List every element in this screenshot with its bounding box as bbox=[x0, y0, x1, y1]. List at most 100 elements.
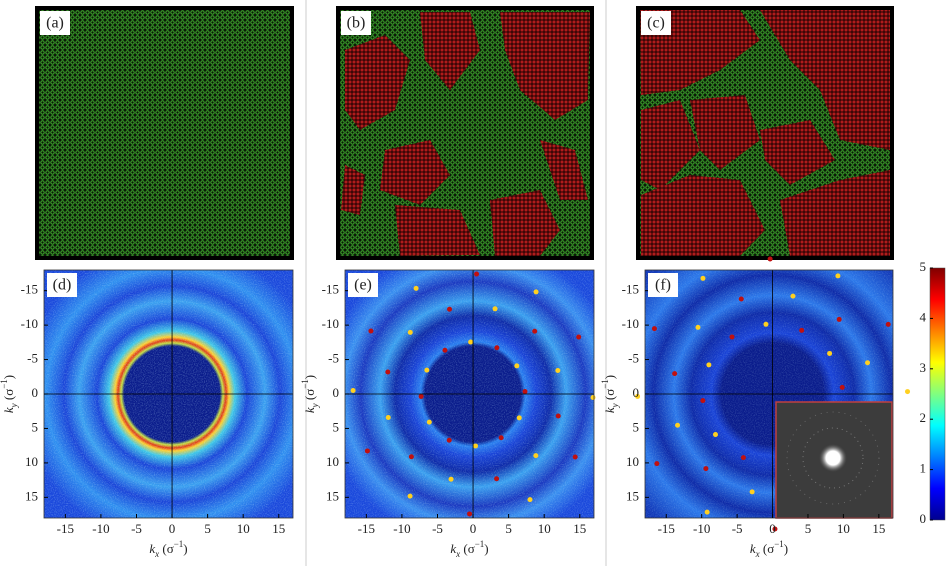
peak bbox=[492, 306, 498, 312]
y-tick-label: -15 bbox=[622, 282, 639, 297]
peak bbox=[498, 435, 504, 441]
x-tick-label: 5 bbox=[505, 521, 512, 536]
y-axis-label-part: y bbox=[310, 403, 320, 408]
snapshot-b bbox=[336, 6, 594, 260]
y-tick-label: -5 bbox=[328, 351, 339, 366]
peak bbox=[839, 384, 845, 390]
colorbar bbox=[929, 267, 946, 521]
peak bbox=[700, 275, 706, 281]
x-axis-label-part: ) bbox=[484, 541, 488, 556]
peak bbox=[703, 466, 709, 472]
y-axis-label: ky (σ−1) bbox=[0, 375, 19, 413]
peak bbox=[494, 476, 500, 482]
peak bbox=[555, 413, 561, 419]
x-tick-label: 15 bbox=[272, 521, 285, 536]
x-axis-label: kx (σ−1) bbox=[450, 539, 488, 559]
x-tick-label: 15 bbox=[872, 521, 885, 536]
y-tick-label: 15 bbox=[626, 488, 639, 503]
x-axis-label-part: (σ bbox=[760, 541, 775, 556]
x-tick-label: -5 bbox=[432, 521, 443, 536]
peak bbox=[446, 437, 452, 443]
peak bbox=[790, 293, 796, 299]
x-axis-label-part: x bbox=[455, 549, 460, 559]
peak bbox=[738, 296, 744, 302]
peak bbox=[385, 369, 391, 375]
y-axis-label-part: (σ bbox=[602, 389, 617, 404]
peak bbox=[448, 476, 454, 482]
y-axis-label-part: −1 bbox=[600, 379, 610, 389]
y-tick-label: -10 bbox=[21, 316, 38, 331]
panel-label: (f) bbox=[655, 277, 671, 294]
y-tick-label: -10 bbox=[322, 316, 339, 331]
panel-label: (a) bbox=[46, 15, 64, 32]
panel-label: (b) bbox=[347, 15, 366, 32]
peak bbox=[654, 461, 660, 467]
y-tick-label: -5 bbox=[27, 351, 38, 366]
panel-label-box bbox=[348, 273, 378, 297]
colorbar-tick-label: 1 bbox=[920, 461, 927, 476]
x-tick-label: -10 bbox=[393, 521, 410, 536]
y-tick-label: 10 bbox=[326, 454, 339, 469]
peak bbox=[706, 362, 712, 368]
x-axis-label-part: k bbox=[149, 541, 155, 556]
peak bbox=[700, 398, 706, 404]
peak bbox=[533, 453, 539, 459]
peak bbox=[740, 455, 746, 461]
x-tick-label: -15 bbox=[658, 521, 675, 536]
peak bbox=[442, 347, 448, 353]
y-axis-label-part: (σ bbox=[1, 389, 16, 404]
y-tick-label: 10 bbox=[25, 454, 38, 469]
x-tick-label: 10 bbox=[837, 521, 850, 536]
peak bbox=[494, 345, 500, 351]
peak bbox=[729, 334, 735, 340]
y-tick-label: 10 bbox=[626, 454, 639, 469]
colorbar-tick-label: 0 bbox=[920, 511, 927, 526]
x-tick-label: 5 bbox=[204, 521, 211, 536]
peak bbox=[533, 289, 539, 295]
y-tick-label: -15 bbox=[322, 282, 339, 297]
peak bbox=[799, 327, 805, 333]
y-axis-label-part: −1 bbox=[0, 379, 9, 389]
x-axis-label-part: −1 bbox=[774, 539, 784, 549]
peak bbox=[651, 326, 657, 332]
y-tick-label: 5 bbox=[32, 419, 39, 434]
peak bbox=[749, 489, 755, 495]
x-tick-label: 0 bbox=[169, 521, 176, 536]
y-tick-label: -5 bbox=[628, 351, 639, 366]
panel-label-box bbox=[648, 273, 678, 297]
peak bbox=[407, 493, 413, 499]
y-axis-label: ky (σ−1) bbox=[600, 375, 620, 413]
peak bbox=[408, 454, 414, 460]
peak bbox=[364, 448, 370, 454]
y-axis-label-part: k bbox=[602, 407, 617, 413]
peak bbox=[385, 415, 391, 421]
x-tick-label: -5 bbox=[131, 521, 142, 536]
panel-label-box bbox=[341, 11, 371, 35]
y-tick-label: 15 bbox=[326, 488, 339, 503]
y-axis-label-part: y bbox=[610, 403, 620, 408]
peak bbox=[467, 511, 473, 517]
peak bbox=[426, 419, 432, 425]
y-axis-label-part: (σ bbox=[302, 389, 317, 404]
panel-label: (e) bbox=[354, 277, 372, 294]
y-axis-label-part: k bbox=[1, 407, 16, 413]
peak bbox=[704, 509, 710, 515]
peak bbox=[532, 328, 538, 334]
x-tick-label: 15 bbox=[573, 521, 586, 536]
x-axis-label-part: (σ bbox=[460, 541, 475, 556]
snapshot-a bbox=[35, 6, 294, 260]
peak bbox=[447, 306, 453, 312]
x-tick-label: -15 bbox=[57, 521, 74, 536]
peak bbox=[865, 360, 871, 366]
peak bbox=[514, 363, 520, 369]
peak bbox=[468, 339, 474, 345]
peak bbox=[827, 350, 833, 356]
peak bbox=[576, 334, 582, 340]
colorbar-tick-label: 2 bbox=[920, 410, 927, 425]
y-tick-label: 5 bbox=[333, 419, 340, 434]
peak bbox=[572, 454, 578, 460]
x-axis-label-part: ) bbox=[784, 541, 788, 556]
x-axis-label: kx (σ−1) bbox=[750, 539, 788, 559]
x-tick-label: 10 bbox=[538, 521, 551, 536]
y-tick-label: 0 bbox=[333, 385, 340, 400]
